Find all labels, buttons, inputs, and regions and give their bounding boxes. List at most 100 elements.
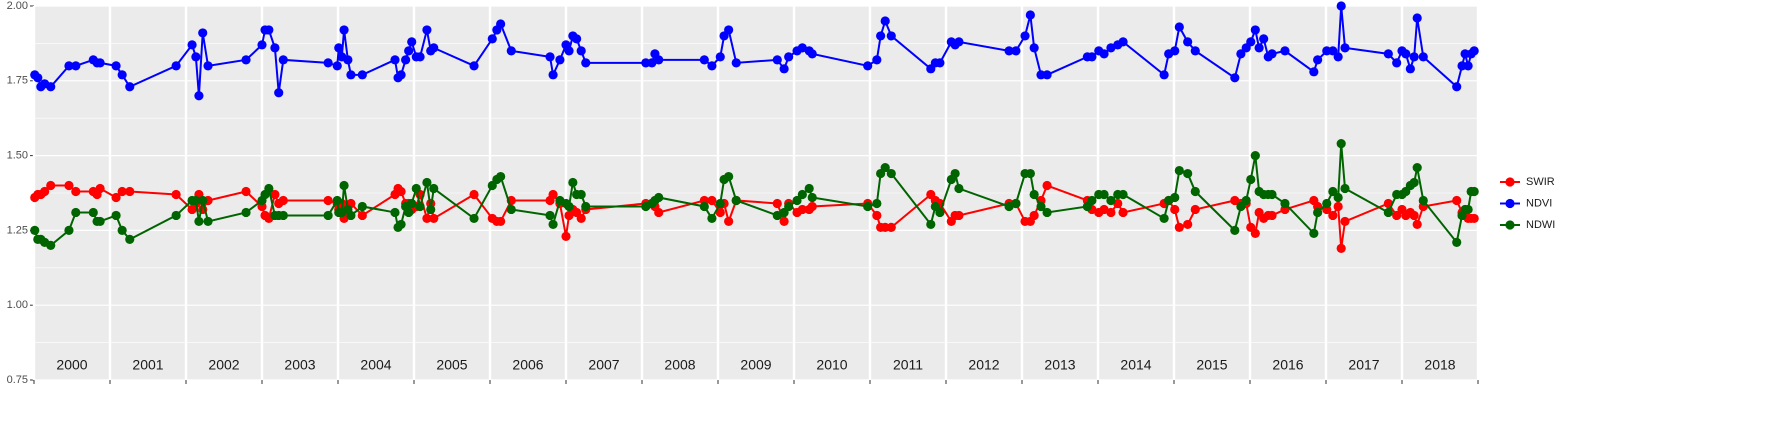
data-point bbox=[323, 58, 333, 68]
legend-label: SWIR bbox=[1526, 176, 1555, 188]
data-point bbox=[203, 216, 213, 227]
data-point bbox=[270, 189, 280, 200]
data-point bbox=[1025, 10, 1035, 20]
data-point bbox=[346, 70, 356, 80]
data-point bbox=[576, 213, 586, 224]
data-point bbox=[426, 204, 436, 215]
data-point bbox=[1159, 70, 1169, 80]
data-point bbox=[264, 183, 274, 194]
data-point bbox=[935, 207, 945, 218]
data-point bbox=[724, 171, 734, 182]
data-point bbox=[1036, 201, 1046, 212]
data-point bbox=[784, 52, 794, 62]
data-point bbox=[863, 61, 873, 71]
data-point bbox=[422, 177, 432, 188]
data-point bbox=[1087, 52, 1097, 62]
year-label: 2004 bbox=[360, 357, 391, 373]
data-point bbox=[576, 189, 586, 200]
data-point bbox=[707, 195, 717, 206]
data-point bbox=[1254, 43, 1264, 53]
data-point bbox=[339, 25, 349, 35]
legend-label: NDVI bbox=[1526, 197, 1552, 209]
data-point bbox=[1020, 31, 1030, 41]
data-point bbox=[1267, 189, 1277, 200]
data-point bbox=[1250, 228, 1260, 238]
data-point bbox=[548, 70, 558, 80]
data-point bbox=[469, 189, 479, 200]
data-point bbox=[1469, 46, 1479, 56]
data-point bbox=[46, 82, 56, 92]
data-point bbox=[241, 207, 251, 218]
data-point bbox=[1469, 186, 1479, 197]
year-label: 2000 bbox=[56, 357, 87, 373]
data-point bbox=[872, 55, 882, 65]
data-point bbox=[198, 28, 208, 38]
data-point bbox=[886, 168, 896, 179]
data-point bbox=[654, 192, 664, 203]
data-point bbox=[807, 201, 817, 212]
year-label: 2005 bbox=[436, 357, 467, 373]
year-label: 2014 bbox=[1120, 357, 1151, 373]
data-point bbox=[807, 192, 817, 203]
data-point bbox=[1309, 228, 1319, 238]
data-point bbox=[346, 210, 356, 221]
data-point bbox=[487, 34, 497, 44]
data-point bbox=[496, 216, 506, 227]
data-point bbox=[171, 61, 181, 71]
data-point bbox=[576, 46, 586, 56]
y-tick-label: 2.00 bbox=[7, 0, 28, 12]
data-point bbox=[64, 61, 74, 71]
year-label: 2007 bbox=[588, 357, 619, 373]
data-point bbox=[1328, 210, 1338, 221]
data-point bbox=[1267, 49, 1277, 59]
data-point bbox=[1106, 195, 1116, 206]
data-point bbox=[191, 195, 201, 206]
data-point bbox=[1042, 180, 1052, 191]
year-label: 2010 bbox=[816, 357, 847, 373]
data-point bbox=[1099, 49, 1109, 59]
data-point bbox=[880, 162, 890, 173]
data-point bbox=[415, 52, 425, 62]
data-point bbox=[772, 55, 782, 65]
data-point bbox=[654, 207, 664, 218]
data-point bbox=[886, 31, 896, 41]
data-point bbox=[1322, 198, 1332, 209]
data-point bbox=[1250, 25, 1260, 35]
data-point bbox=[572, 34, 582, 44]
data-point bbox=[264, 25, 274, 35]
data-point bbox=[95, 183, 105, 194]
data-point bbox=[699, 55, 709, 65]
data-point bbox=[654, 55, 664, 65]
data-point bbox=[1029, 210, 1039, 221]
data-point bbox=[1412, 13, 1422, 23]
y-tick-label: 1.50 bbox=[7, 150, 28, 162]
legend-key-point bbox=[1505, 220, 1515, 230]
data-point bbox=[784, 201, 794, 212]
data-point bbox=[95, 216, 105, 227]
data-point bbox=[390, 207, 400, 218]
data-point bbox=[707, 61, 717, 71]
data-point bbox=[496, 171, 506, 182]
data-point bbox=[194, 91, 204, 101]
data-point bbox=[1336, 243, 1346, 253]
data-point bbox=[506, 204, 516, 215]
data-point bbox=[117, 70, 127, 80]
data-point bbox=[581, 201, 591, 212]
data-point bbox=[241, 55, 251, 65]
data-point bbox=[1405, 64, 1415, 74]
data-point bbox=[1309, 67, 1319, 77]
data-point bbox=[1236, 49, 1246, 59]
data-point bbox=[278, 210, 288, 221]
data-point bbox=[926, 219, 936, 230]
data-point bbox=[194, 216, 204, 227]
data-point bbox=[171, 210, 181, 221]
data-point bbox=[564, 46, 574, 56]
data-point bbox=[71, 61, 81, 71]
data-point bbox=[1313, 55, 1323, 65]
data-point bbox=[779, 216, 789, 227]
data-point bbox=[1418, 195, 1428, 206]
data-point bbox=[564, 201, 574, 212]
data-point bbox=[270, 43, 280, 53]
data-point bbox=[797, 204, 807, 215]
data-point bbox=[396, 219, 406, 230]
